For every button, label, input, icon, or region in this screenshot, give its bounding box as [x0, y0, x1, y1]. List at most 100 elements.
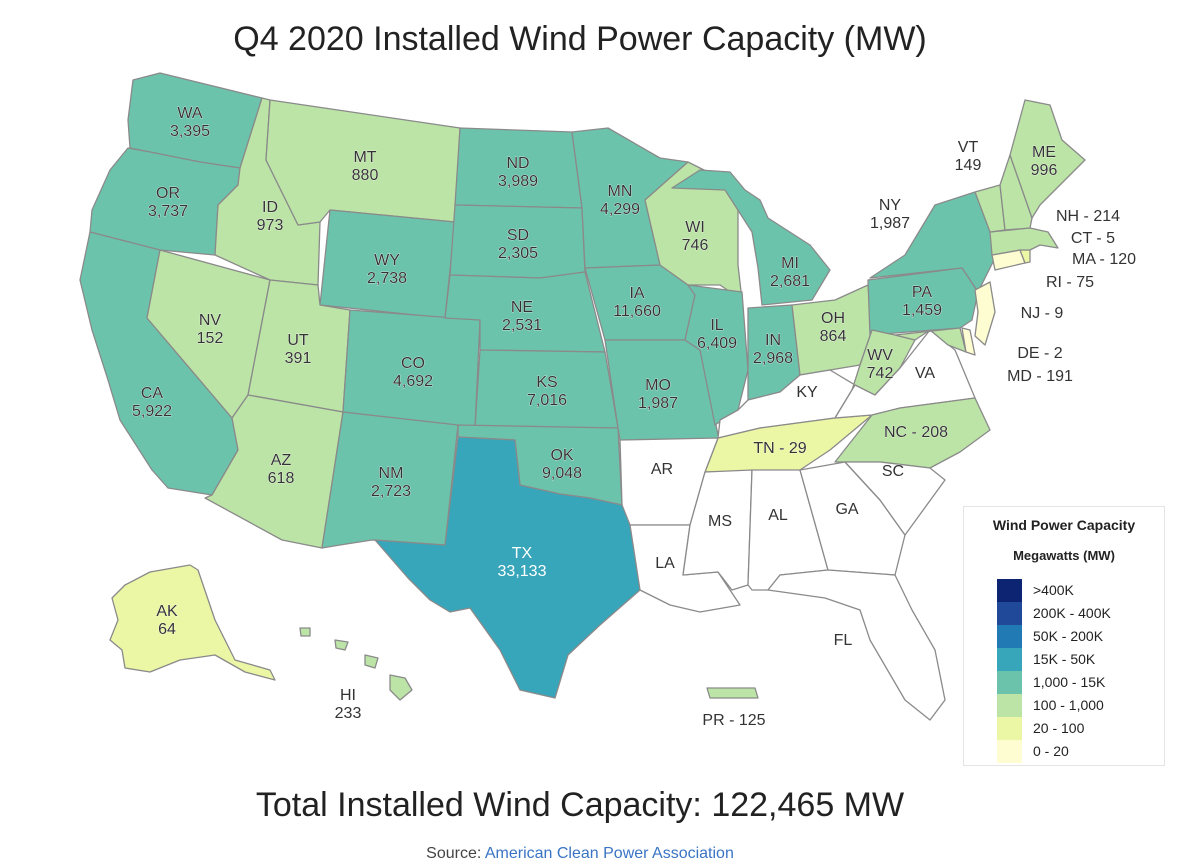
label-WI-name: WI [685, 219, 705, 236]
state-MA[interactable] [989, 227, 1059, 256]
label-GA: GA [835, 501, 858, 518]
state-VA[interactable] [834, 329, 976, 419]
label-WY: WY 2,738 [367, 252, 407, 287]
legend-swatch [997, 671, 1022, 694]
label-CT: CT - 5 [1071, 230, 1115, 247]
legend-label: 15K - 50K [1033, 651, 1096, 667]
label-IL-name: IL [710, 317, 723, 334]
label-KS-name: KS [536, 374, 557, 391]
label-MN-name: MN [608, 183, 633, 200]
legend-label: 1,000 - 15K [1033, 674, 1106, 690]
label-AR: AR [651, 461, 673, 478]
label-MS: MS [708, 513, 732, 530]
source-link[interactable]: American Clean Power Association [484, 845, 734, 862]
state-FL[interactable] [767, 569, 946, 721]
legend-item: 50K - 200K [997, 625, 1157, 648]
label-VT-name: VT [958, 139, 979, 156]
label-ND-value: 3,989 [498, 173, 538, 190]
label-OH-name: OH [821, 310, 845, 327]
label-NC: NC - 208 [884, 424, 948, 441]
state-NH[interactable] [999, 154, 1033, 231]
label-KS: KS 7,016 [527, 374, 567, 409]
label-NH: NH - 214 [1056, 208, 1120, 225]
state-SC[interactable] [844, 461, 946, 536]
label-NJ: NJ - 9 [1021, 305, 1064, 322]
label-PR: PR - 125 [702, 712, 765, 729]
label-ID: ID 973 [257, 199, 284, 234]
label-VA: VA [915, 365, 935, 382]
total-capacity: Total Installed Wind Capacity: 122,465 M… [255, 786, 905, 824]
label-AK-name: AK [156, 603, 178, 620]
legend-item: 200K - 400K [997, 602, 1157, 625]
label-MD: MD - 191 [1007, 368, 1073, 385]
label-ME-name: ME [1032, 144, 1056, 161]
label-WV-value: 742 [867, 365, 894, 382]
state-HI-maui[interactable] [364, 654, 379, 669]
label-LA: LA [655, 555, 675, 572]
legend-label: 100 - 1,000 [1033, 697, 1104, 713]
state-IL[interactable] [684, 284, 749, 426]
label-ID-value: 973 [257, 217, 284, 234]
legend-swatch [997, 625, 1022, 648]
label-ID-name: ID [262, 199, 278, 216]
label-IA-value: 11,660 [613, 303, 661, 320]
label-MN-value: 4,299 [600, 201, 640, 218]
label-MT: MT 880 [352, 149, 379, 184]
label-OK-name: OK [550, 447, 573, 464]
label-MO-name: MO [645, 377, 671, 394]
state-HI-big[interactable] [389, 674, 413, 701]
label-WY-value: 2,738 [367, 270, 407, 287]
label-PA-value: 1,459 [902, 302, 942, 319]
state-TX[interactable] [374, 436, 641, 699]
label-MT-value: 880 [352, 167, 379, 184]
label-VT-value: 149 [955, 157, 982, 174]
label-PA-name: PA [912, 284, 932, 301]
label-TX-value: 33,133 [498, 563, 547, 580]
label-KY: KY [796, 384, 818, 401]
label-NM: NM 2,723 [371, 465, 411, 500]
label-IN-value: 2,968 [753, 350, 793, 367]
legend-label: 20 - 100 [1033, 720, 1085, 736]
legend-label: 50K - 200K [1033, 628, 1104, 644]
legend: Wind Power Capacity Megawatts (MW) >400K… [963, 506, 1165, 766]
state-NJ[interactable] [974, 281, 996, 346]
legend-item: >400K [997, 579, 1157, 602]
label-IL: IL 6,409 [697, 317, 737, 352]
label-WV: WV 742 [867, 347, 894, 382]
state-DE[interactable] [961, 327, 976, 356]
label-VT: VT 149 [955, 139, 982, 174]
state-MD[interactable] [894, 327, 967, 353]
state-ME[interactable] [1009, 99, 1086, 219]
label-NY-value: 1,987 [870, 215, 910, 232]
label-NE: NE 2,531 [502, 299, 542, 334]
state-AK[interactable] [109, 564, 276, 681]
legend-subtitle: Megawatts (MW) [1013, 548, 1115, 563]
label-TX: TX 33,133 [498, 545, 547, 580]
label-RI: RI - 75 [1046, 274, 1094, 291]
label-TX-name: TX [512, 545, 533, 562]
label-CA-value: 5,922 [132, 403, 172, 420]
label-NV-value: 152 [197, 330, 224, 347]
label-NY: NY 1,987 [870, 197, 910, 232]
label-OH-value: 864 [820, 328, 847, 345]
label-MI-name: MI [781, 255, 799, 272]
label-CO: CO 4,692 [393, 355, 433, 390]
label-IA-name: IA [629, 285, 644, 302]
state-HI-oahu[interactable] [334, 639, 349, 651]
label-IA: IA 11,660 [613, 285, 661, 320]
label-SD-name: SD [507, 227, 529, 244]
state-HI-kauai[interactable] [299, 627, 311, 637]
label-ND-name: ND [506, 155, 529, 172]
legend-item: 0 - 20 [997, 740, 1157, 763]
label-WI-value: 746 [682, 237, 709, 254]
source-prefix: Source: [426, 845, 485, 862]
state-MI[interactable] [671, 169, 831, 306]
label-OH: OH 864 [820, 310, 847, 345]
legend-swatch [997, 694, 1022, 717]
state-PR[interactable] [706, 687, 759, 699]
label-WA-value: 3,395 [170, 123, 210, 140]
legend-swatch [997, 740, 1022, 763]
label-HI-value: 233 [335, 705, 362, 722]
label-AZ-name: AZ [271, 452, 292, 469]
legend-item: 15K - 50K [997, 648, 1157, 671]
